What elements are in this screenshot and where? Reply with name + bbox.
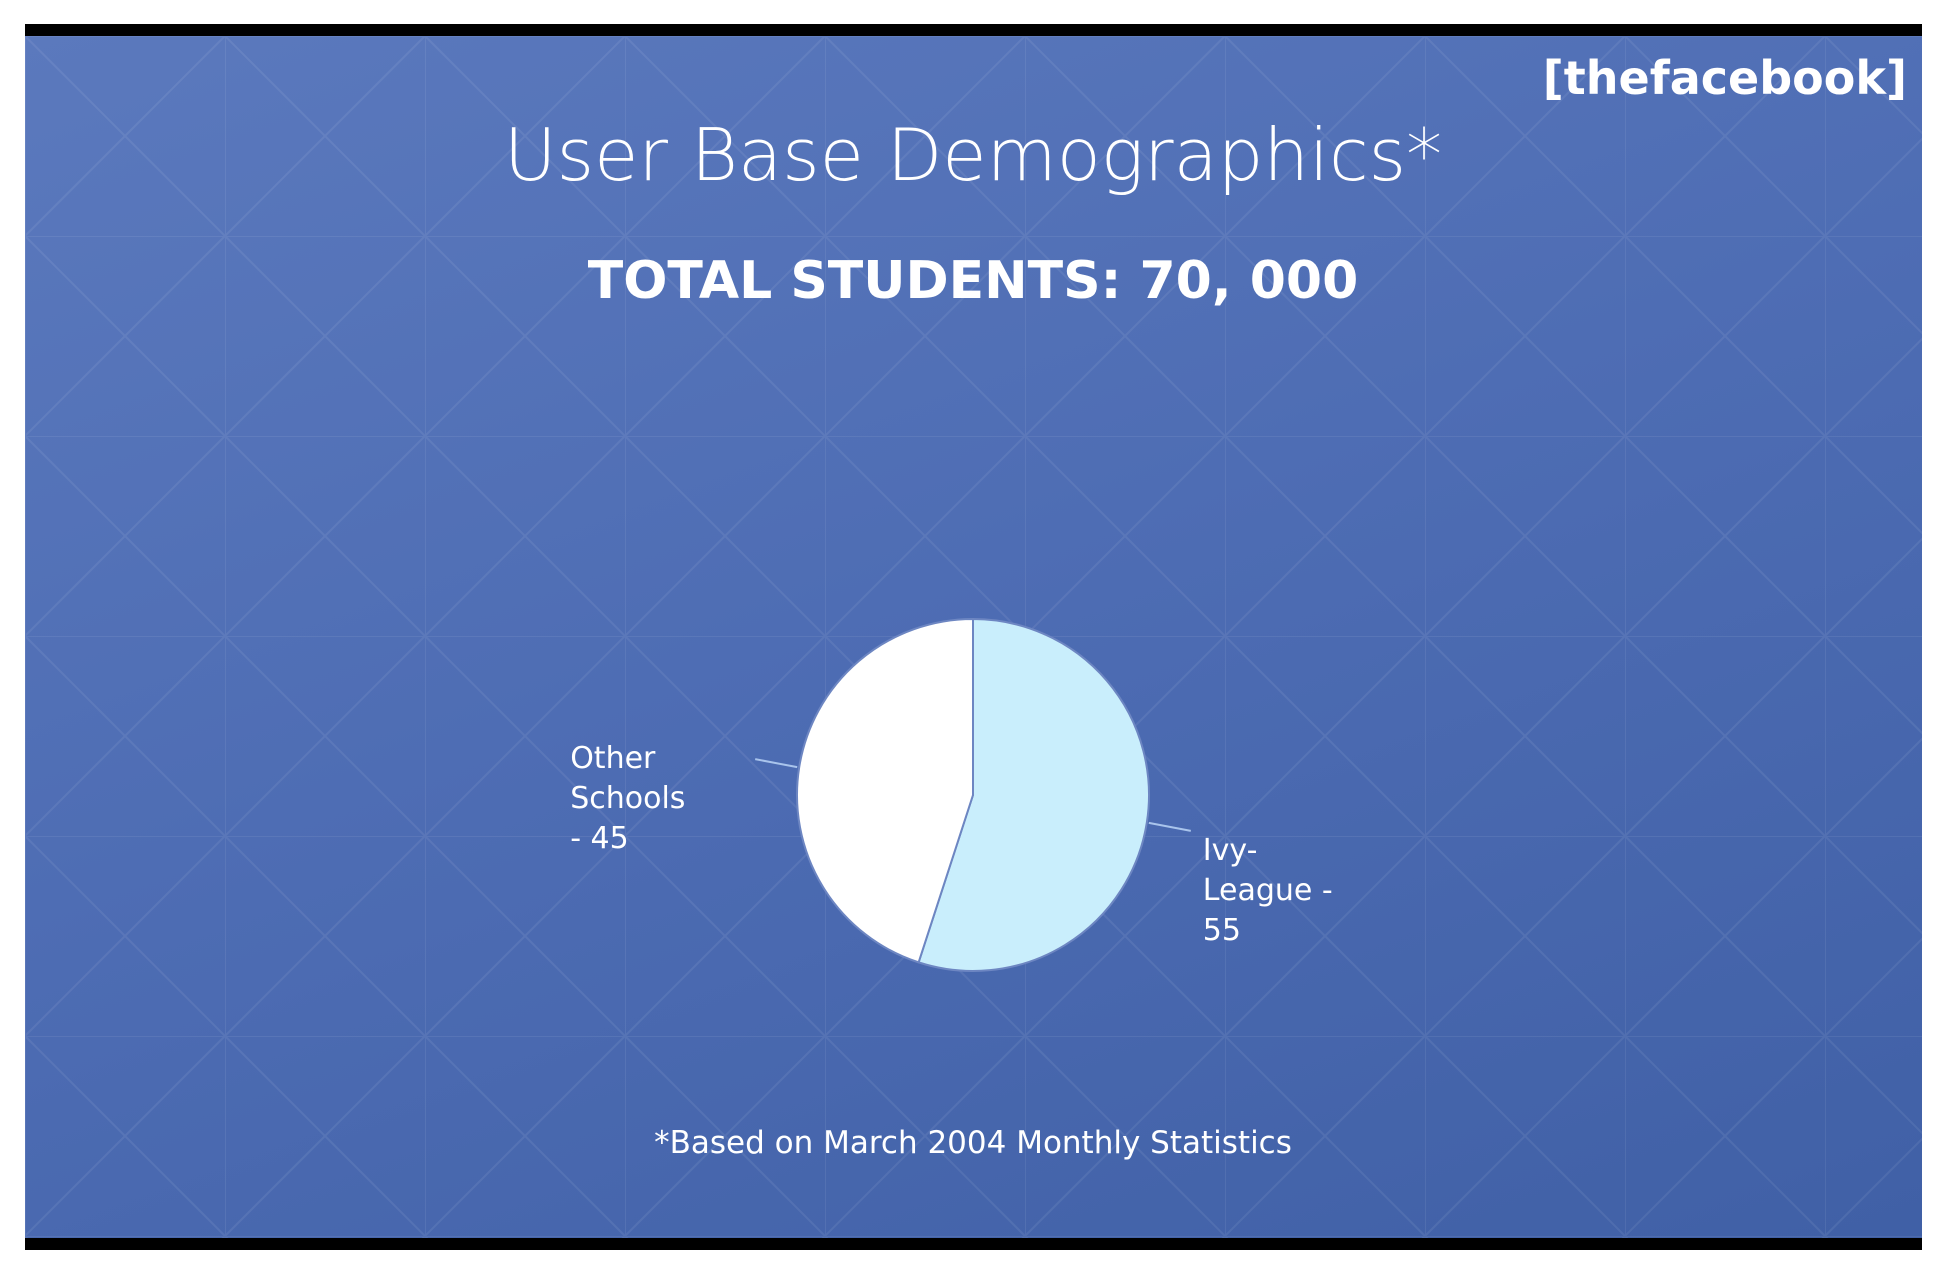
footnote: *Based on March 2004 Monthly Statistics [654,1125,1292,1161]
chart-subtitle: TOTAL STUDENTS: 70, 000 [588,251,1359,311]
leader-line [1148,821,1191,832]
data-label: Other Schools - 45 [570,741,686,857]
pie-slice [796,617,974,964]
data-label: Ivy-League - 55 [1202,832,1333,948]
brand: [thefacebook] [1543,51,1907,105]
pie-slice [917,617,1150,972]
leader-line [755,758,798,769]
chart-title: User Base Demographics* [504,113,1442,197]
